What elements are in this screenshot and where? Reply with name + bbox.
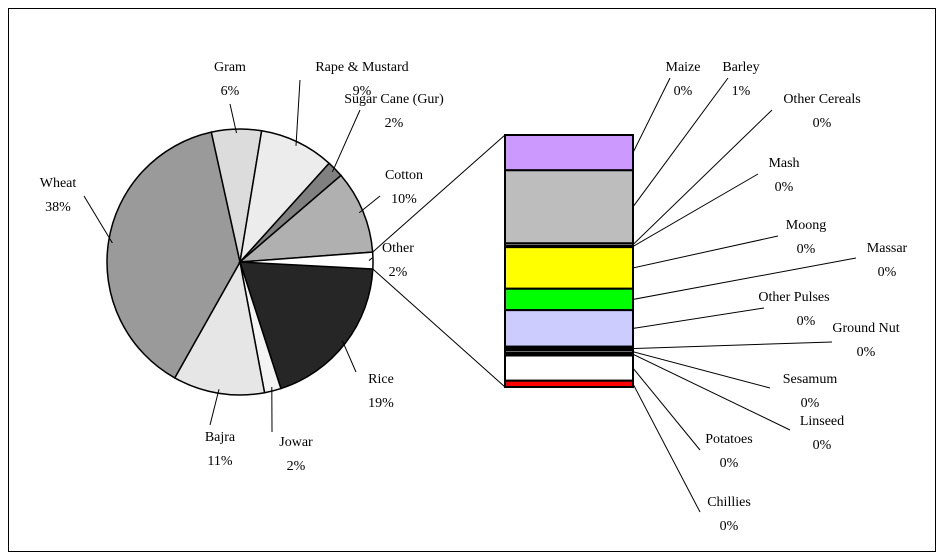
- bar-value-label: 0%: [775, 180, 794, 195]
- leader-line: [358, 195, 381, 214]
- bar-label: Mash: [768, 156, 799, 171]
- pie-slice: [239, 251, 374, 270]
- bar-value-label: 0%: [878, 265, 897, 280]
- bar-value-label: 0%: [857, 345, 876, 360]
- slice-label: Other: [382, 241, 414, 256]
- slice-value-label: 10%: [391, 192, 417, 207]
- bar-label: Chillies: [707, 495, 751, 510]
- pie-slice: [237, 174, 374, 263]
- leader-line: [341, 340, 357, 373]
- connector-line: [372, 268, 506, 388]
- bar-label: Maize: [666, 60, 701, 75]
- slice-value-label: 2%: [385, 116, 404, 131]
- slice-value-label: 11%: [207, 454, 232, 469]
- slice-value-label: 19%: [368, 396, 394, 411]
- bar-value-label: 1%: [732, 84, 751, 99]
- bar-value-label: 0%: [801, 396, 820, 411]
- slice-label: Rice: [368, 372, 394, 387]
- bar-segment: [504, 354, 634, 382]
- bar-value-label: 0%: [674, 84, 693, 99]
- slice-label: Gram: [214, 60, 246, 75]
- bar-segment: [504, 169, 634, 245]
- bar-label: Moong: [786, 218, 826, 233]
- slice-label: Rape & Mustard: [315, 60, 408, 75]
- leader-line: [295, 79, 301, 146]
- leader-line: [331, 109, 361, 173]
- bar-label: Sesamum: [783, 372, 838, 387]
- slice-label: Jowar: [279, 435, 313, 450]
- leader-line: [209, 389, 220, 426]
- leader-line: [632, 77, 671, 153]
- slice-value-label: 9%: [353, 84, 372, 99]
- pie-slice: [106, 131, 241, 379]
- leader-line: [83, 195, 113, 244]
- slice-label: Sugar Cane (Gur): [344, 92, 444, 107]
- leader-line: [632, 341, 833, 350]
- leader-line: [632, 367, 701, 451]
- leader-line: [632, 173, 759, 247]
- connector-line: [372, 134, 506, 253]
- slice-value-label: 2%: [287, 459, 306, 474]
- leader-line: [368, 257, 373, 261]
- leader-line: [229, 103, 238, 134]
- slice-value-label: 38%: [45, 200, 71, 215]
- slice-label: Cotton: [385, 168, 423, 183]
- bar-value-label: 0%: [797, 314, 816, 329]
- leader-line: [632, 235, 779, 269]
- bar-segment: [504, 309, 634, 348]
- bar-label: Other Pulses: [758, 290, 829, 305]
- leader-line: [632, 383, 701, 513]
- bar-label: Massar: [867, 241, 908, 256]
- leader-line: [632, 77, 729, 208]
- bar-segment: [504, 287, 634, 312]
- bar-value-label: 0%: [813, 116, 832, 131]
- bar-segment: [504, 246, 634, 290]
- bar-label: Potatoes: [705, 432, 752, 447]
- bar-value-label: 0%: [813, 438, 832, 453]
- bar-label: Other Cereals: [783, 92, 860, 107]
- slice-label: Bajra: [205, 430, 236, 445]
- bar-label: Linseed: [800, 414, 844, 429]
- leader-line: [632, 257, 857, 300]
- leader-line: [632, 351, 771, 389]
- leader-line: [632, 109, 773, 245]
- slice-value-label: 6%: [221, 84, 240, 99]
- bar-value-label: 0%: [720, 456, 739, 471]
- bar-label: Barley: [722, 60, 759, 75]
- slice-value-label: 2%: [389, 265, 408, 280]
- bar-value-label: 0%: [720, 519, 739, 534]
- leader-line: [632, 353, 791, 431]
- pie-slice: [238, 261, 374, 390]
- bar-label: Ground Nut: [832, 321, 899, 336]
- leader-line: [632, 307, 765, 329]
- slice-label: Wheat: [40, 176, 77, 191]
- bar-value-label: 0%: [797, 242, 816, 257]
- bar-segment: [504, 379, 634, 389]
- bar-segment: [504, 134, 634, 172]
